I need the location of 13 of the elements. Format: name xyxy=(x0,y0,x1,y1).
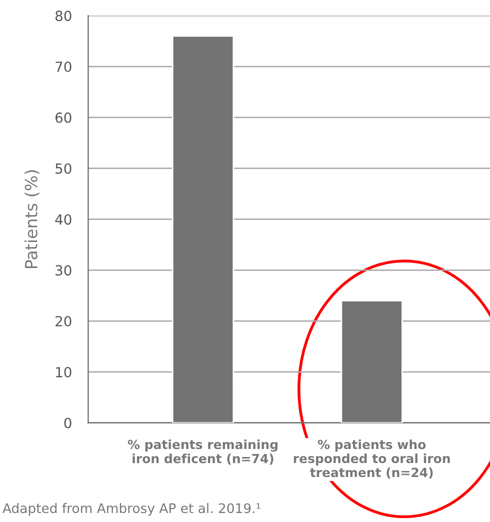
y-tick-label: 10 xyxy=(56,366,72,378)
x-tick-label: % patients who responded to oral iron treatment (n=24) xyxy=(294,439,450,479)
y-tick-label: 80 xyxy=(55,10,72,22)
y-axis-title: Patients (%) xyxy=(24,170,40,268)
y-tick-label: 20 xyxy=(56,316,72,327)
y-tick-label: 60 xyxy=(56,112,72,123)
x-tick-label: % patients remaining iron deficent (n=74) xyxy=(128,439,278,465)
y-tick-label: 0 xyxy=(64,418,72,428)
y-tick-label: 70 xyxy=(56,62,72,72)
y-tick-label: 50 xyxy=(56,163,72,174)
y-tick-label: 30 xyxy=(56,265,72,276)
y-tick-label: 40 xyxy=(55,214,72,225)
text: Adapted from Ambrosy AP et al. 2019.¹ xyxy=(2,502,260,516)
